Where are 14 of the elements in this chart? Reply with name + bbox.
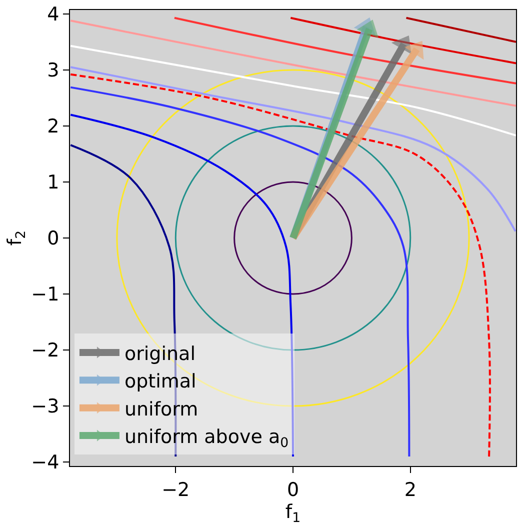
x-tick-label: −2 [162, 478, 190, 501]
y-tick-label: 1 [47, 172, 60, 194]
y-tick-label: 4 [47, 4, 60, 26]
x-tick-label: 2 [404, 478, 416, 501]
y-tick-label: 0 [47, 228, 60, 250]
legend-label: uniform above a$_{0}$ [124, 426, 289, 451]
y-tick-label: −3 [31, 396, 60, 418]
x-axis-title: f$_{1}$ [285, 500, 301, 526]
y-tick-label: −1 [31, 284, 60, 306]
y-tick-label: 2 [47, 116, 60, 138]
y-tick-label: 3 [47, 60, 60, 82]
y-tick-label: −2 [31, 340, 60, 362]
y-tick-label: −4 [31, 452, 60, 474]
x-tick-label: 0 [286, 478, 300, 501]
